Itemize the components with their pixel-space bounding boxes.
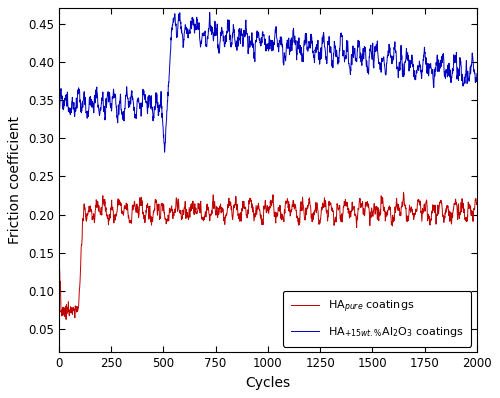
HA$_{pure}$ coatings bbox=[462, 216, 468, 220]
HA$_{+15wt.\%}$Al$_2$O$_3$ coatings bbox=[386, 53, 392, 58]
HA$_{+15wt.\%}$Al$_2$O$_3$ coatings bbox=[206, 10, 212, 15]
HA$_{+15wt.\%}$Al$_2$O$_3$ coatings bbox=[56, 100, 62, 105]
HA$_{pure}$ coatings bbox=[385, 208, 391, 213]
X-axis label: Cycles: Cycles bbox=[245, 376, 290, 390]
Legend: HA$_{pure}$ coatings, HA$_{+15wt.\%}$Al$_2$O$_3$ coatings: HA$_{pure}$ coatings, HA$_{+15wt.\%}$Al$… bbox=[283, 291, 472, 347]
HA$_{pure}$ coatings bbox=[462, 217, 468, 222]
HA$_{+15wt.\%}$Al$_2$O$_3$ coatings bbox=[162, 150, 168, 154]
HA$_{pure}$ coatings bbox=[56, 258, 62, 263]
Line: HA$_{pure}$ coatings: HA$_{pure}$ coatings bbox=[59, 192, 477, 320]
HA$_{+15wt.\%}$Al$_2$O$_3$ coatings bbox=[260, 31, 266, 35]
HA$_{pure}$ coatings bbox=[78, 268, 84, 273]
HA$_{pure}$ coatings bbox=[63, 317, 69, 322]
HA$_{+15wt.\%}$Al$_2$O$_3$ coatings bbox=[78, 98, 84, 102]
HA$_{pure}$ coatings bbox=[248, 199, 254, 204]
HA$_{+15wt.\%}$Al$_2$O$_3$ coatings bbox=[248, 43, 254, 47]
HA$_{+15wt.\%}$Al$_2$O$_3$ coatings bbox=[462, 77, 468, 82]
HA$_{pure}$ coatings bbox=[400, 190, 406, 195]
HA$_{+15wt.\%}$Al$_2$O$_3$ coatings bbox=[462, 81, 468, 86]
Y-axis label: Friction coefficient: Friction coefficient bbox=[8, 116, 22, 244]
HA$_{pure}$ coatings bbox=[260, 217, 266, 221]
HA$_{pure}$ coatings bbox=[474, 201, 480, 205]
Line: HA$_{+15wt.\%}$Al$_2$O$_3$ coatings: HA$_{+15wt.\%}$Al$_2$O$_3$ coatings bbox=[59, 12, 477, 152]
HA$_{+15wt.\%}$Al$_2$O$_3$ coatings bbox=[474, 71, 480, 76]
